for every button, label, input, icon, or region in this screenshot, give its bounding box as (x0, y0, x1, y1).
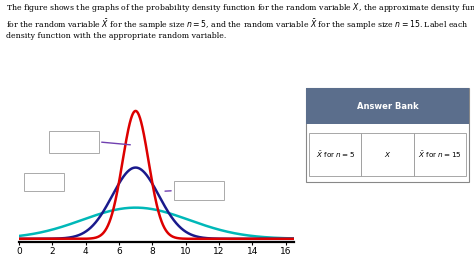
Text: density function with the appropriate random variable.: density function with the appropriate ra… (6, 32, 226, 41)
Text: The figure shows the graphs of the probability density function for the random v: The figure shows the graphs of the proba… (6, 1, 474, 14)
Text: for the random variable $\bar{X}$ for the sample size $n=5$, and the random vari: for the random variable $\bar{X}$ for th… (6, 17, 468, 32)
Text: $\bar{X}$ for $n=15$: $\bar{X}$ for $n=15$ (418, 150, 462, 160)
Bar (174, 181, 224, 200)
FancyBboxPatch shape (414, 133, 466, 176)
Bar (24, 173, 64, 191)
FancyBboxPatch shape (361, 133, 414, 176)
Text: Answer Bank: Answer Bank (356, 102, 419, 111)
Bar (49, 131, 99, 153)
Bar (306, 88, 469, 124)
Text: $X$: $X$ (384, 150, 391, 159)
FancyBboxPatch shape (309, 133, 361, 176)
Text: $\bar{X}$ for $n=5$: $\bar{X}$ for $n=5$ (316, 150, 355, 160)
